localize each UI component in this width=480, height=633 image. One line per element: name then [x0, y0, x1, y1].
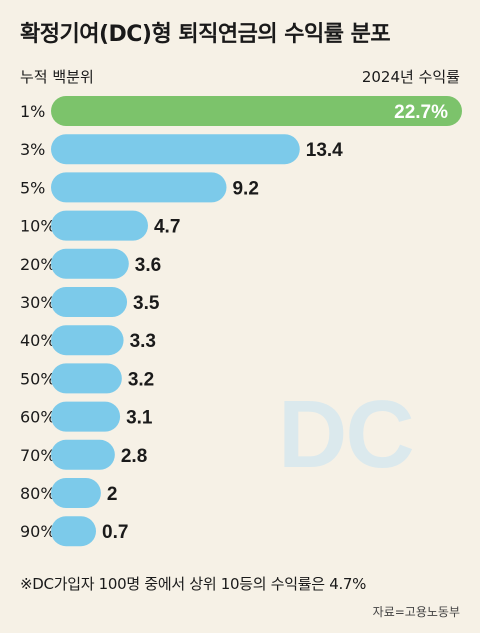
category-label: 90%: [20, 522, 56, 541]
value-label: 2: [107, 484, 118, 505]
category-label: 30%: [20, 293, 56, 312]
bar: [51, 516, 96, 547]
value-label: 0.7: [102, 522, 128, 543]
category-label: 60%: [20, 408, 56, 427]
value-label: 3.6: [135, 255, 161, 276]
value-label: 3.5: [133, 293, 160, 314]
bar: [51, 363, 122, 394]
watermark-logo: DC: [278, 381, 415, 488]
bar: [51, 248, 129, 279]
bar: [51, 287, 128, 317]
chart-title: 확정기여(DC)형 퇴직연금의 수익률 분포: [20, 22, 391, 47]
value-label: 4.7: [154, 217, 180, 238]
category-label: 3%: [20, 140, 45, 159]
value-label: 3.1: [126, 408, 153, 429]
category-label: 80%: [20, 484, 56, 503]
bar: [51, 134, 300, 165]
category-axis-label: 누적 백분위: [20, 68, 94, 86]
category-label: 1%: [20, 102, 45, 121]
category-label: 20%: [20, 255, 56, 274]
category-label: 50%: [20, 369, 56, 388]
bar: [51, 439, 115, 470]
bar: [51, 401, 121, 432]
value-label: 3.2: [128, 369, 154, 390]
category-label: 5%: [20, 178, 45, 197]
source-credit: 자료=고용노동부: [372, 605, 460, 619]
bar: [51, 96, 462, 126]
footnote: ※DC가입자 100명 중에서 상위 10등의 수익률은 4.7%: [20, 575, 367, 593]
category-label: 70%: [20, 446, 56, 465]
value-label: 9.2: [232, 178, 258, 199]
value-label: 2.8: [121, 446, 147, 467]
bar: [51, 210, 148, 241]
value-label: 3.3: [130, 331, 156, 352]
bar: [51, 325, 124, 356]
bar: [51, 478, 101, 508]
value-axis-label: 2024년 수익률: [361, 68, 460, 86]
value-label: 13.4: [306, 140, 343, 161]
category-label: 10%: [20, 217, 56, 236]
bar: [51, 172, 227, 203]
category-label: 40%: [20, 331, 56, 350]
value-label: 22.7%: [394, 102, 448, 123]
